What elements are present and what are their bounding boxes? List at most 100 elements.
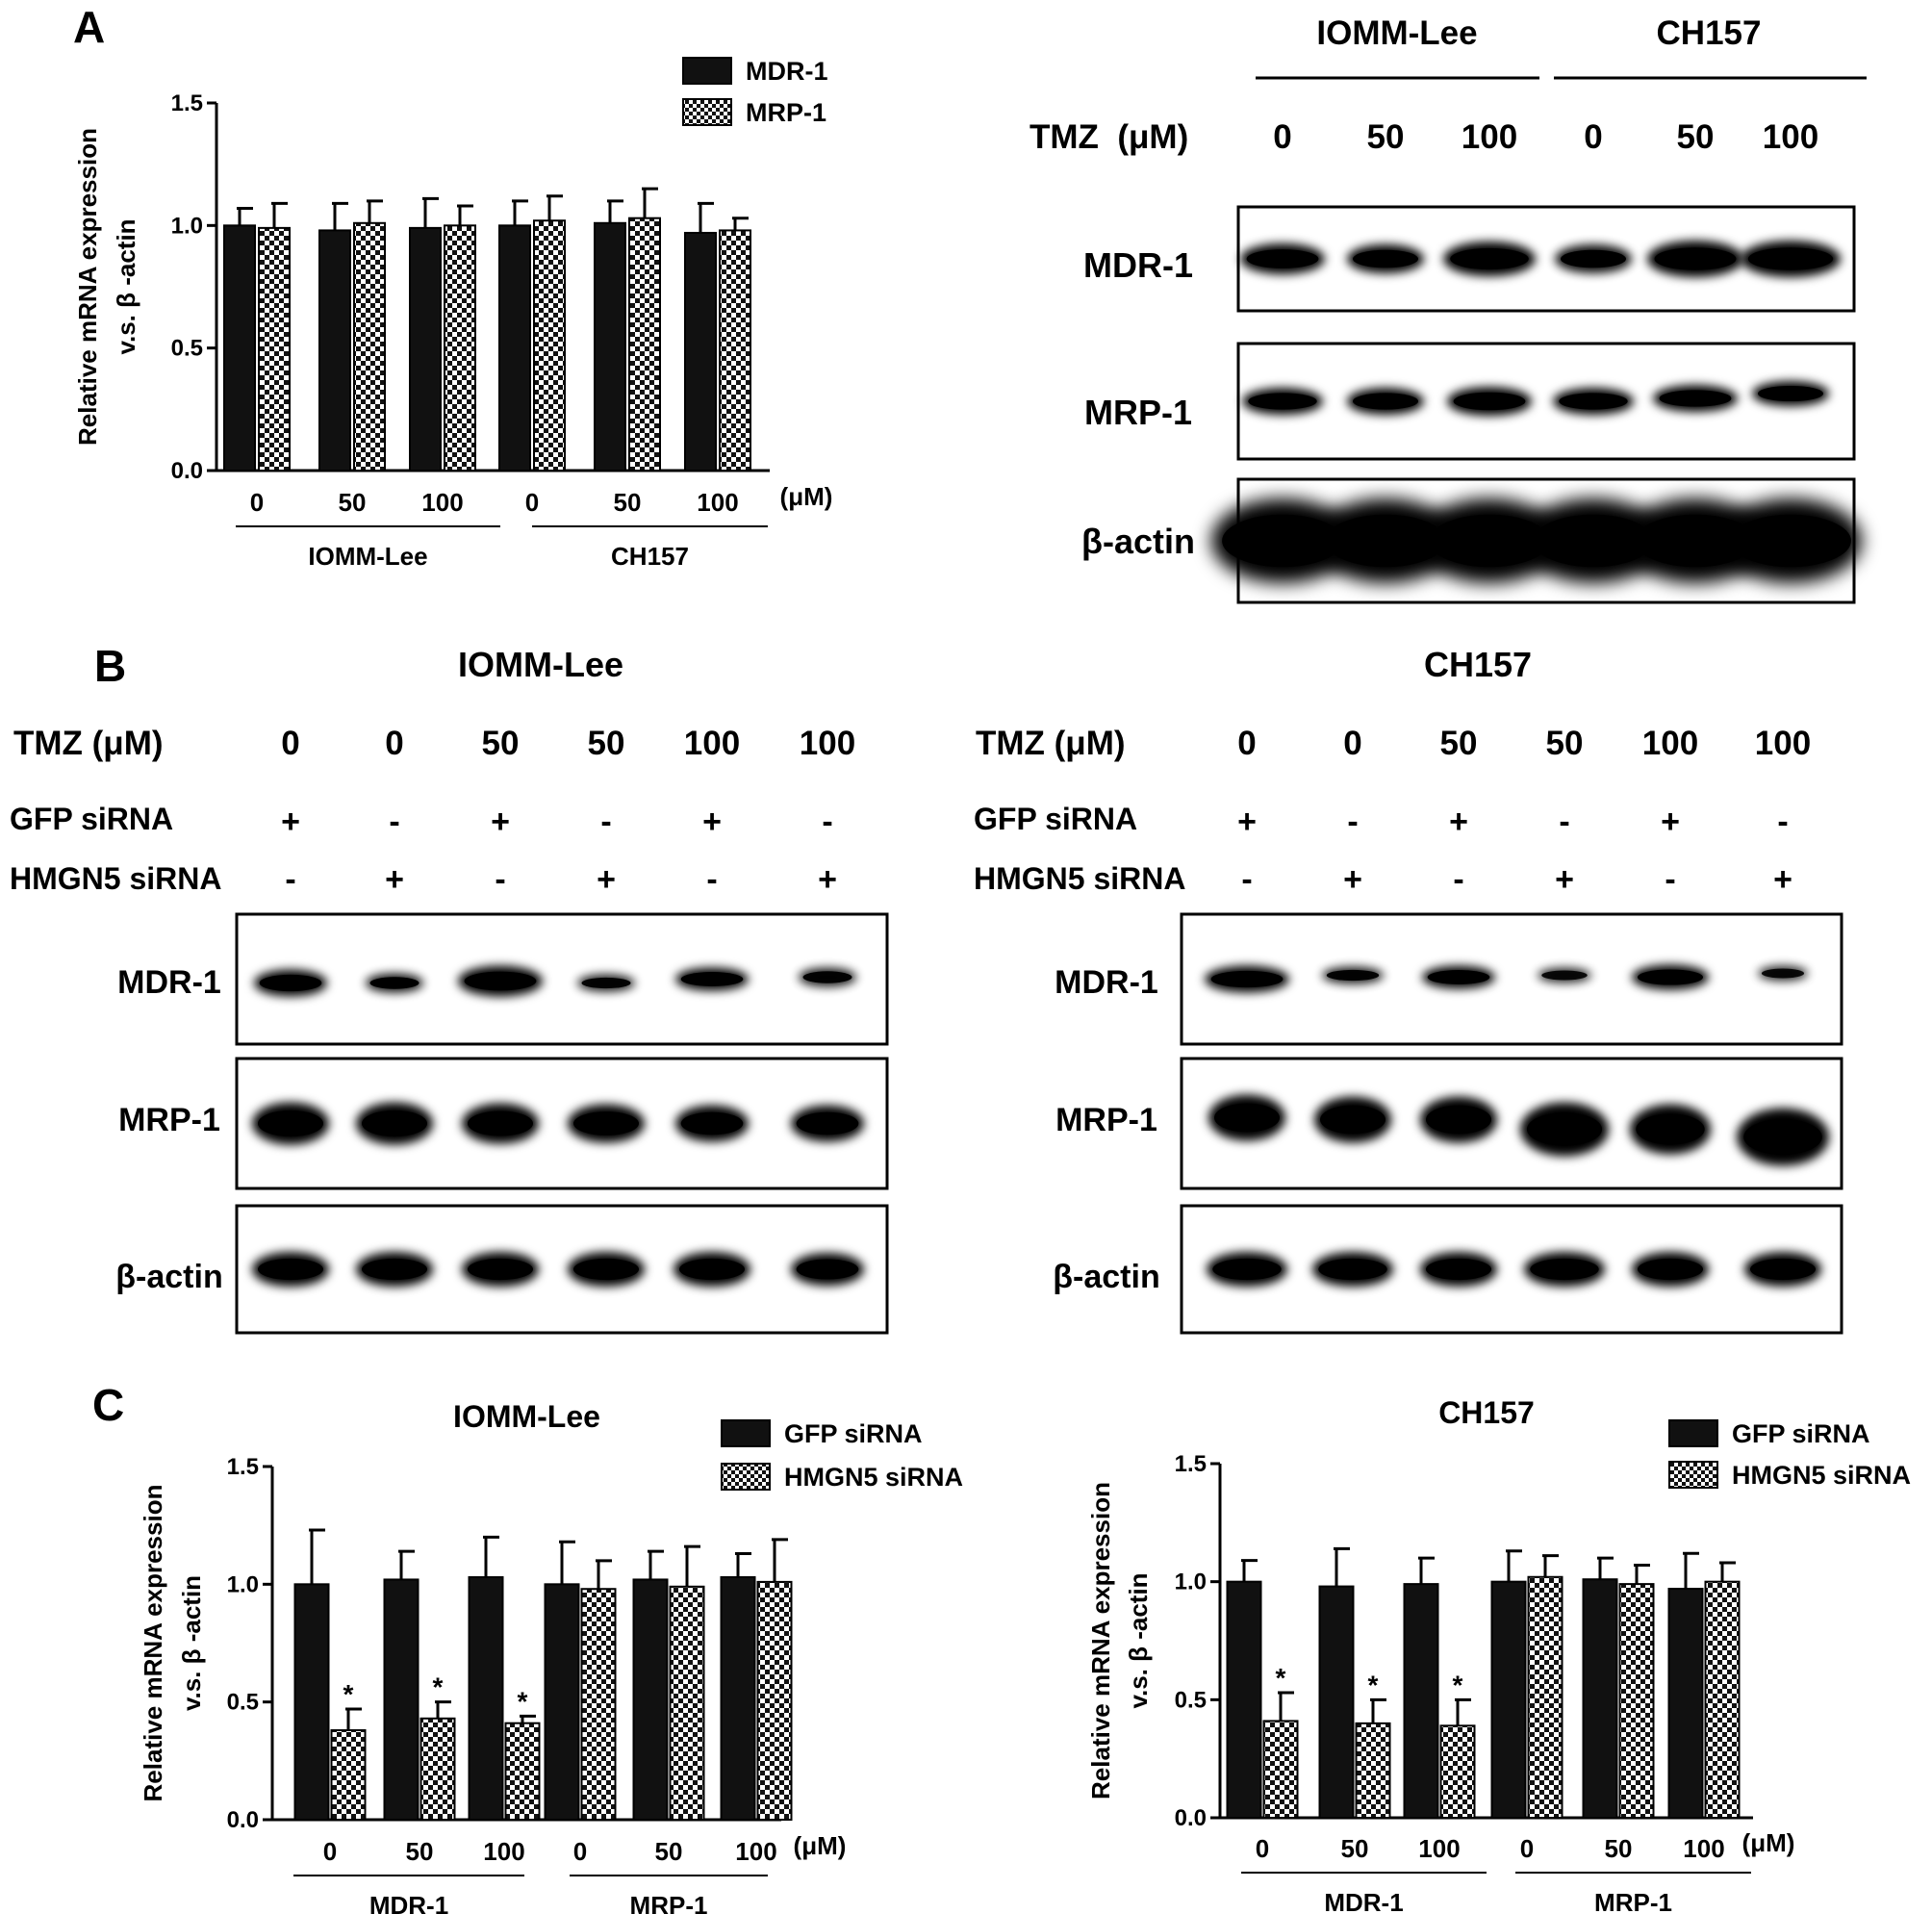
blot-b-hmgn5-sign: - — [706, 861, 717, 898]
blot-b-dose-label: 100 — [684, 725, 740, 762]
blot-band-core — [1426, 1105, 1491, 1135]
blot-b-dose-label: 0 — [385, 725, 403, 762]
category-label: 0 — [525, 488, 539, 517]
blot-b-hmgn5-sign: - — [1453, 861, 1463, 898]
significance-marker: * — [343, 1679, 354, 1709]
blot-b-row-label: β-actin — [115, 1259, 222, 1295]
bar — [1490, 1580, 1527, 1819]
blot-band-core — [362, 1110, 427, 1137]
blot-b-title: CH157 — [1424, 645, 1532, 684]
y-axis-label-line2: v.s. β -actin — [1124, 1572, 1153, 1708]
legend-swatch — [682, 57, 732, 85]
blot-b-gfp-sign: + — [281, 804, 300, 840]
y-axis-label-line2: v.s. β -actin — [112, 218, 140, 354]
category-label: 100 — [1418, 1834, 1460, 1863]
blot-band-core — [468, 1258, 533, 1281]
y-tick-label: 1.5 — [171, 90, 203, 116]
blot-band-core — [1353, 249, 1418, 268]
blot-a: IOMM-Lee CH157 TMZ (μM) 0 50 100 0 50 100 MDR… — [1030, 14, 1867, 604]
blot-b-gfp-sign: + — [1661, 804, 1680, 840]
blot-a-dose-label: 0 — [1273, 118, 1291, 156]
blot-b-ch157: CH157 TMZ (μM) 0 0 50 50 100 100 GFP siRNA + - + - + -… — [974, 645, 1843, 1335]
blot-band-core — [362, 1258, 427, 1281]
y-tick-label: 1.5 — [1175, 1451, 1207, 1477]
blot-b-gfp-sign: + — [1237, 804, 1257, 840]
bar — [1226, 1580, 1262, 1819]
significance-marker: * — [518, 1686, 528, 1716]
bar — [533, 219, 566, 472]
blot-b-dose-label: 50 — [1546, 725, 1584, 762]
blot-band-core — [796, 1111, 859, 1136]
category-label: 0 — [1520, 1834, 1534, 1863]
bar — [504, 1722, 541, 1821]
x-unit-label: (μM) — [780, 482, 833, 511]
y-tick-label: 0.5 — [227, 1690, 259, 1716]
blot-b-gfp-label: GFP siRNA — [974, 802, 1137, 836]
category-label: 0 — [1256, 1834, 1269, 1863]
y-tick-label: 0.0 — [171, 458, 203, 484]
bar — [632, 1578, 669, 1821]
category-label: 50 — [406, 1837, 434, 1866]
y-axis-label: Relative mRNA expression — [73, 128, 102, 446]
blot-b-dose-label: 0 — [1237, 725, 1256, 762]
bar — [498, 224, 531, 472]
legend-swatch — [721, 1463, 771, 1491]
x-unit-label: (μM) — [794, 1831, 847, 1860]
blot-band-core — [258, 1110, 323, 1137]
blot-band-core — [1654, 247, 1737, 270]
bar — [318, 229, 351, 472]
category-label: 50 — [339, 488, 367, 517]
chart-c-ch157-bar: 0.0 0.5 1.0 1.5 Relative mRNA expression v.s.… — [1086, 1395, 1911, 1914]
blot-membrane — [1180, 1204, 1843, 1335]
category-label: 0 — [323, 1837, 337, 1866]
blot-b-row-label: MRP-1 — [1055, 1102, 1157, 1138]
blot-band-core — [1426, 1258, 1491, 1281]
blot-band-core — [573, 1258, 639, 1281]
blot-membrane — [1180, 912, 1843, 1046]
blot-b-hmgn5-sign: + — [1555, 861, 1574, 898]
bar — [1667, 1588, 1704, 1819]
bar — [293, 1583, 330, 1822]
blot-b-gfp-sign: + — [1449, 804, 1468, 840]
bar — [444, 224, 476, 472]
bar — [383, 1578, 419, 1821]
blot-band-core — [1638, 969, 1703, 985]
blot-b-dose-label: 50 — [482, 725, 520, 762]
blot-b-gfp-sign: - — [1559, 804, 1569, 840]
blot-band-core — [1561, 249, 1626, 268]
blot-b-hmgn5-sign: - — [285, 861, 295, 898]
blot-membrane — [1236, 342, 1856, 461]
bar — [719, 229, 751, 472]
blot-membrane — [1180, 1057, 1843, 1190]
blot-b-row-label: MDR-1 — [1055, 964, 1158, 1001]
legend-swatch — [721, 1419, 771, 1447]
legend-swatch — [1668, 1419, 1718, 1447]
y-tick-label: 0.0 — [227, 1807, 259, 1833]
blot-band-core — [1533, 514, 1654, 568]
group-label: MRP-1 — [1594, 1888, 1672, 1914]
blot-a-dose-label: 100 — [1763, 118, 1818, 156]
blot-b-hmgn5-sign: + — [1773, 861, 1792, 898]
category-label: 50 — [614, 488, 642, 517]
legend-swatch — [1668, 1461, 1718, 1489]
category-label: 0 — [250, 488, 264, 517]
blot-band-core — [258, 1258, 323, 1281]
group-label: MDR-1 — [1324, 1888, 1403, 1914]
chart-a-bar: 0.0 0.5 1.0 1.5 Relative mRNA expression v.s.… — [73, 57, 832, 571]
bar — [628, 217, 661, 472]
category-label: 100 — [421, 488, 463, 517]
blot-band-core — [796, 1259, 859, 1280]
blot-b-gfp-sign: - — [600, 804, 611, 840]
blot-a-row-label: MRP-1 — [1084, 393, 1192, 432]
blot-band-core — [464, 971, 537, 991]
blot-band-core — [1248, 393, 1317, 410]
group-label: IOMM-Lee — [308, 542, 427, 571]
bar — [1439, 1724, 1476, 1819]
blot-b-hmgn5-sign: + — [385, 861, 404, 898]
bar — [1704, 1580, 1741, 1819]
chart-title: CH157 — [1438, 1395, 1535, 1430]
blot-band-core — [1222, 514, 1343, 568]
blot-band-core — [680, 972, 744, 986]
bar — [756, 1580, 793, 1822]
bar — [258, 226, 291, 472]
